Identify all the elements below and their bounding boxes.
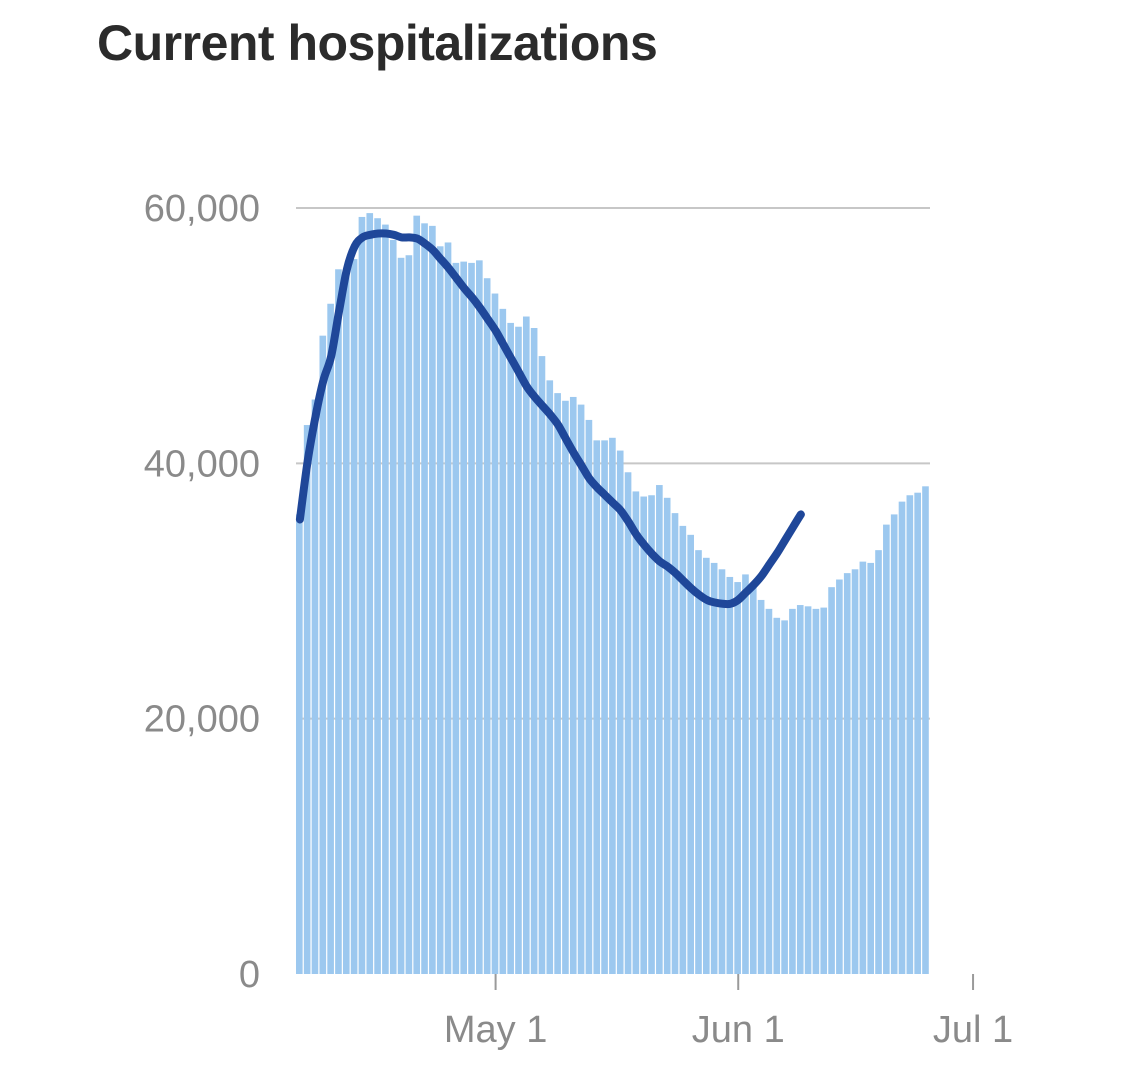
bar (546, 380, 554, 975)
bar (554, 393, 561, 974)
bar (781, 620, 788, 974)
bar (757, 599, 765, 974)
bar (303, 425, 311, 974)
y-axis-ticks: 0 20,000 40,000 60,000 (144, 188, 260, 996)
bar (875, 550, 882, 974)
bar (796, 605, 804, 974)
bar (374, 218, 381, 975)
bar (436, 246, 444, 975)
bar (883, 524, 890, 974)
bar (703, 557, 710, 974)
bar (843, 573, 851, 974)
bar (491, 293, 499, 975)
bar (319, 335, 327, 975)
bar (773, 617, 781, 974)
bar (389, 239, 397, 974)
bar (483, 278, 491, 974)
bar (718, 569, 726, 974)
x-tick-label: Jun 1 (692, 1009, 785, 1051)
bar (812, 608, 820, 974)
x-tick-label: May 1 (444, 1009, 547, 1051)
bar (710, 562, 718, 974)
bar (734, 582, 741, 974)
bar (867, 562, 875, 974)
bar (296, 514, 303, 974)
bar (687, 534, 694, 974)
bar (648, 495, 655, 974)
bar (366, 213, 374, 974)
bar (616, 450, 624, 975)
bar (836, 579, 843, 974)
bar (906, 495, 914, 974)
bar (460, 261, 467, 974)
bar (499, 308, 507, 974)
bar (804, 606, 812, 974)
bar (726, 576, 734, 974)
bar (335, 269, 342, 974)
y-tick-label: 60,000 (144, 188, 260, 230)
bar (569, 396, 577, 974)
bar (922, 486, 929, 974)
bar (421, 223, 428, 974)
bar (562, 400, 569, 974)
bars-layer (296, 213, 929, 975)
bar (742, 574, 749, 974)
bar (749, 583, 757, 974)
bar (851, 569, 859, 974)
bar (640, 496, 648, 974)
bar (577, 404, 585, 974)
line-layer (295, 229, 805, 609)
bar (522, 316, 530, 974)
bar (859, 561, 867, 974)
bar (327, 303, 334, 974)
bar (468, 262, 475, 974)
bar (671, 513, 679, 974)
bar (820, 607, 828, 974)
bar (695, 550, 702, 974)
bar (350, 259, 358, 975)
bar (663, 497, 671, 974)
bar (397, 257, 405, 974)
bar (890, 514, 898, 974)
x-tick-label: Jul 1 (933, 1009, 1013, 1051)
y-tick-label: 0 (239, 954, 260, 996)
bar (828, 587, 835, 974)
bar (656, 485, 663, 974)
bar (358, 216, 366, 975)
bar (311, 399, 319, 974)
bar (609, 437, 616, 974)
bar (382, 224, 389, 974)
bar (789, 608, 796, 974)
x-axis-ticks: May 1 Jun 1 Jul 1 (444, 974, 1013, 1051)
bar (530, 328, 538, 974)
bar (765, 608, 773, 974)
bar (452, 262, 460, 974)
bar (342, 271, 350, 974)
bar (444, 242, 452, 975)
y-tick-label: 40,000 (144, 443, 260, 485)
bar (632, 491, 640, 974)
chart-title: Current hospitalizations (97, 15, 658, 71)
bar (585, 419, 593, 975)
bar (593, 440, 601, 974)
average-line (295, 229, 805, 609)
bar (405, 255, 413, 974)
bar (476, 260, 483, 974)
bar (679, 525, 687, 974)
bar (538, 356, 546, 974)
bar (624, 472, 632, 974)
bar (515, 326, 522, 975)
bar (601, 440, 608, 974)
bar (507, 322, 514, 974)
bar (914, 492, 921, 974)
bar (413, 215, 421, 974)
bar (429, 225, 436, 974)
bar (898, 501, 906, 974)
y-tick-label: 20,000 (144, 699, 260, 741)
